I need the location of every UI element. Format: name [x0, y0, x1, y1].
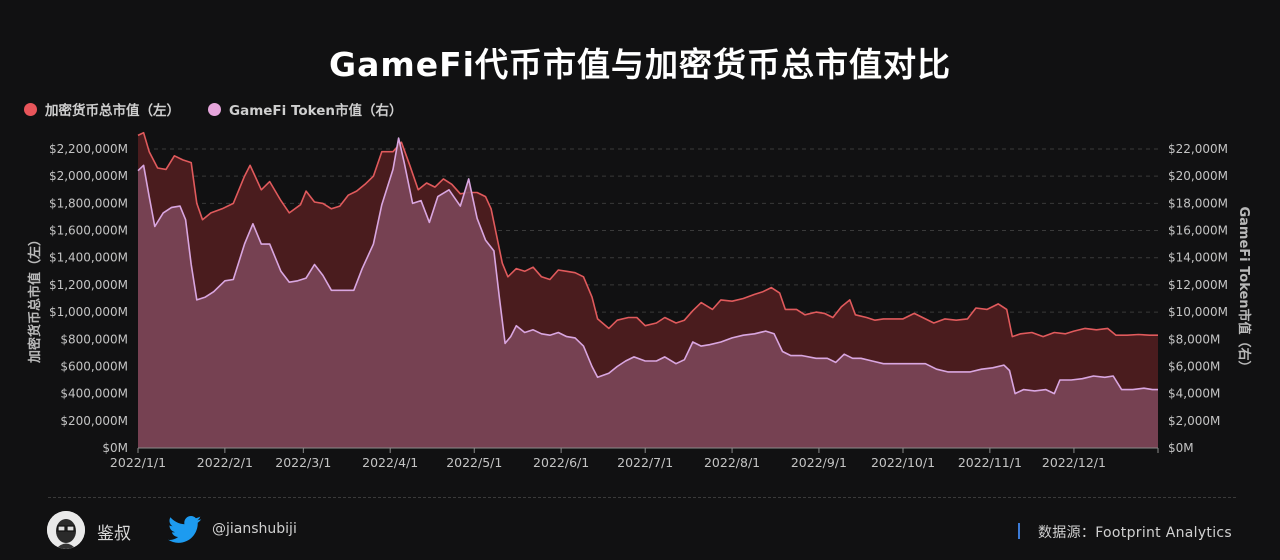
y-tick-right: $14,000M — [1168, 251, 1228, 265]
legend-dot-gamefi-icon — [208, 102, 221, 116]
y-tick-right: $0M — [1168, 441, 1194, 455]
data-source: 数据源：Footprint Analytics — [1038, 525, 1232, 541]
chart-title: GameFi代币市值与加密货币总市值对比 — [329, 45, 951, 84]
y-tick-left: $600,000M — [60, 359, 128, 373]
x-tick-label: 2022/6/1 — [533, 455, 589, 470]
x-tick-label: 2022/12/1 — [1042, 455, 1106, 470]
x-tick-label: 2022/2/1 — [197, 455, 253, 470]
x-tick-label: 2022/1/1 — [110, 455, 166, 470]
avatar-icon — [47, 511, 85, 549]
legend-label-crypto: 加密货币总市值（左） — [45, 103, 180, 119]
y-axis-label-right: GameFi Token市值（右） — [1236, 206, 1252, 373]
x-tick-label: 2022/11/1 — [958, 455, 1022, 470]
y-tick-right: $16,000M — [1168, 224, 1228, 238]
gamefi-area — [138, 138, 1158, 448]
legend-dot-crypto-icon — [24, 102, 37, 116]
y-tick-right: $18,000M — [1168, 196, 1228, 210]
y-tick-right: $22,000M — [1168, 142, 1228, 156]
x-tick-label: 2022/5/1 — [446, 455, 502, 470]
y-tick-left: $400,000M — [60, 387, 128, 401]
y-tick-right: $8,000M — [1168, 332, 1220, 346]
author-name: 鉴叔 — [97, 524, 131, 544]
axes: $0M $0M $200,000M $2,000M $400,000M $4,000M $6… — [49, 142, 1228, 470]
x-tick-label: 2022/7/1 — [617, 455, 673, 470]
y-tick-left: $200,000M — [60, 414, 128, 428]
legend-item-gamefi[interactable]: GameFi Token市值（右） — [208, 99, 403, 119]
x-tick-label: 2022/10/1 — [871, 455, 935, 470]
twitter-handle[interactable]: @jianshubiji — [212, 521, 297, 537]
x-tick-label: 2022/3/1 — [275, 455, 331, 470]
legend-label-gamefi: GameFi Token市值（右） — [229, 103, 403, 119]
y-tick-right: $4,000M — [1168, 387, 1220, 401]
y-tick-left: $1,000,000M — [49, 305, 128, 319]
y-tick-left: $0M — [102, 441, 128, 455]
y-tick-left: $1,800,000M — [49, 196, 128, 210]
y-tick-right: $2,000M — [1168, 414, 1220, 428]
twitter-icon[interactable] — [168, 516, 202, 544]
gamefi-line — [137, 137, 1158, 395]
series-areas — [137, 131, 1158, 448]
legend-item-crypto[interactable]: 加密货币总市值（左） — [24, 99, 180, 119]
footer-divider — [48, 497, 1236, 498]
legend: 加密货币总市值（左） GameFi Token市值（右） — [24, 99, 403, 119]
author-avatar — [47, 511, 85, 549]
y-axis-label-left: 加密货币总市值（左） — [27, 233, 43, 364]
y-tick-left: $1,600,000M — [49, 224, 128, 238]
y-tick-right: $20,000M — [1168, 169, 1228, 183]
x-tick-label: 2022/8/1 — [704, 455, 760, 470]
y-tick-right: $6,000M — [1168, 359, 1220, 373]
x-tick-label: 2022/9/1 — [791, 455, 847, 470]
y-tick-left: $2,200,000M — [49, 142, 128, 156]
y-tick-right: $10,000M — [1168, 305, 1228, 319]
y-tick-left: $1,400,000M — [49, 251, 128, 265]
area-chart: $0M $0M $200,000M $2,000M $400,000M $4,000M $6… — [27, 131, 1252, 470]
y-tick-right: $12,000M — [1168, 278, 1228, 292]
y-tick-left: $800,000M — [60, 332, 128, 346]
y-tick-left: $1,200,000M — [49, 278, 128, 292]
source-accent-bar — [1018, 523, 1020, 539]
x-tick-label: 2022/4/1 — [362, 455, 418, 470]
crypto-line — [137, 131, 1158, 338]
y-tick-left: $2,000,000M — [49, 169, 128, 183]
